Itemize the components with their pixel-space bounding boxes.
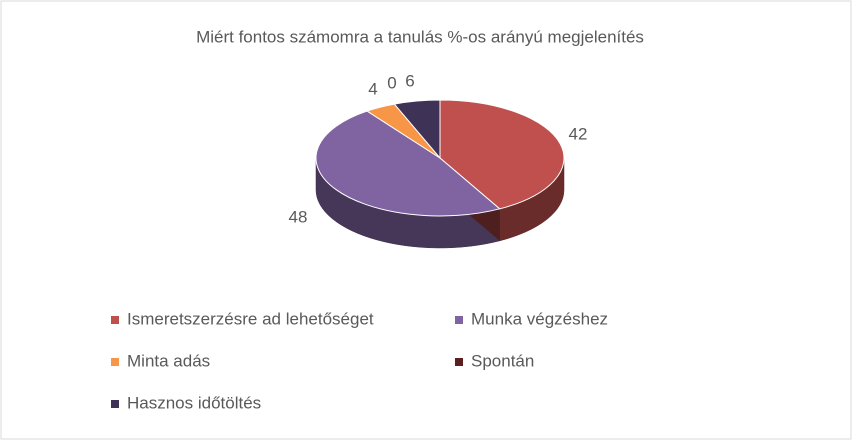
data-label: 4 xyxy=(368,79,377,98)
legend-swatch xyxy=(111,400,119,408)
chart-title: Miért fontos számomra a tanulás %-os ará… xyxy=(196,27,644,46)
legend-label: Hasznos időtöltés xyxy=(127,393,261,412)
legend-swatch xyxy=(455,316,463,324)
legend-swatch xyxy=(455,358,463,366)
data-label: 0 xyxy=(387,73,396,92)
slice xyxy=(315,110,501,217)
slice xyxy=(393,99,441,160)
slice xyxy=(439,99,565,210)
data-label: 48 xyxy=(289,207,308,226)
legend-label: Spontán xyxy=(471,351,534,370)
legend-swatch xyxy=(111,316,119,324)
data-label: 42 xyxy=(569,124,588,143)
legend-label: Ismeretszerzésre ad lehetőséget xyxy=(127,309,374,328)
data-label: 6 xyxy=(405,71,414,90)
legend-label: Minta adás xyxy=(127,351,210,370)
legend-label: Munka végzéshez xyxy=(471,309,608,328)
legend-swatch xyxy=(111,358,119,366)
